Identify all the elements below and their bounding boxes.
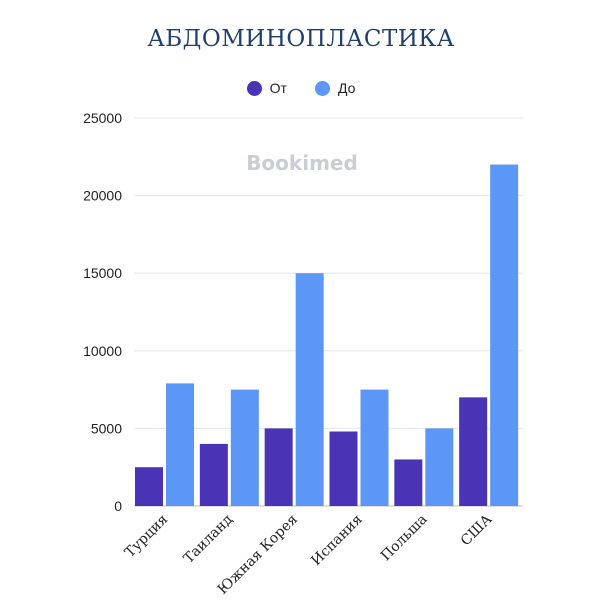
bar xyxy=(199,443,228,506)
bar xyxy=(425,428,454,506)
bar xyxy=(135,467,163,506)
legend-label-do: До xyxy=(337,80,356,96)
x-tick-label: Турция xyxy=(122,511,171,560)
bar xyxy=(459,397,488,506)
bar xyxy=(490,164,519,506)
legend-item-ot: От xyxy=(246,80,287,96)
chart-title: АБДОМИНОПЛАСТИКА xyxy=(147,26,455,52)
legend-item-do: До xyxy=(314,80,356,96)
legend-swatch-do xyxy=(314,80,330,96)
bar xyxy=(360,389,389,506)
x-tick-label: Польша xyxy=(378,512,431,565)
y-tick-label: 25000 xyxy=(83,110,122,126)
x-tick-label: Испания xyxy=(308,511,366,569)
bar xyxy=(394,459,423,506)
y-tick-label: 10000 xyxy=(83,343,122,359)
bar xyxy=(264,428,293,506)
bar xyxy=(166,383,194,506)
legend-label-ot: От xyxy=(269,80,287,96)
bar xyxy=(230,389,259,506)
bar xyxy=(295,273,324,506)
legend-swatch-ot xyxy=(246,80,262,96)
y-tick-label: 0 xyxy=(114,498,122,514)
x-tick-label: Таиланд xyxy=(181,511,237,567)
watermark-logo: Bookimed xyxy=(246,151,358,175)
bar xyxy=(329,431,358,506)
y-tick-label: 20000 xyxy=(83,188,122,204)
chart-legend: От До xyxy=(0,80,602,96)
y-tick-label: 5000 xyxy=(91,420,122,436)
x-tick-label: США xyxy=(458,511,496,549)
y-tick-label: 15000 xyxy=(83,265,122,281)
